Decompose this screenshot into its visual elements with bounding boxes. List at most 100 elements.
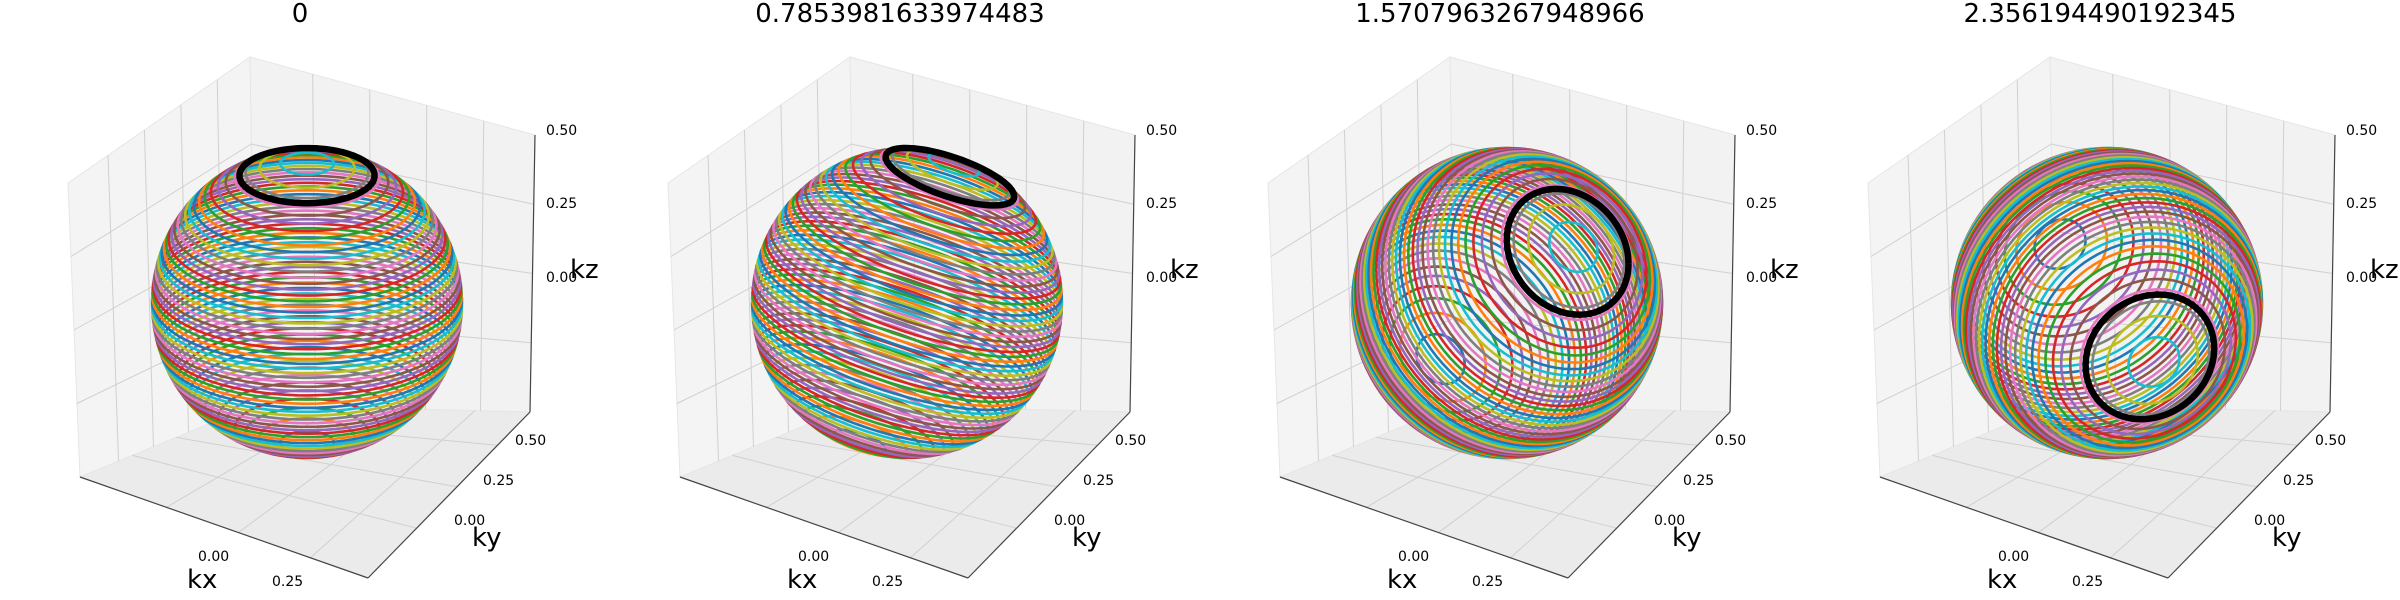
- sphere-circle: [768, 356, 977, 451]
- y-axis-label: ky: [1672, 523, 1702, 553]
- x-tick-label: 0.25: [872, 574, 903, 590]
- axis-line: [1279, 476, 1569, 579]
- axis-line: [1567, 411, 1731, 579]
- sphere-circle: [759, 233, 1057, 368]
- grid-line: [732, 454, 1017, 529]
- sphere-circle: [150, 236, 464, 366]
- x-axis-label: kx: [1387, 565, 1417, 595]
- sphere-circle: [1456, 160, 1654, 364]
- sphere-circle: [1489, 177, 1639, 332]
- chart-title: 0: [292, 0, 309, 29]
- sphere-circle: [1372, 153, 1653, 444]
- sphere-circle: [2068, 277, 2227, 431]
- sphere-circle: [258, 147, 356, 189]
- sphere-circle: [278, 151, 336, 176]
- sphere-circle: [751, 267, 1042, 400]
- z-tick-label: 0.50: [2346, 123, 2377, 139]
- z-tick-label: 0.00: [1146, 270, 1177, 286]
- highlight-circle: [882, 144, 1018, 209]
- sphere-circle: [795, 179, 1062, 300]
- sphere-circle: [1526, 203, 1616, 295]
- x-tick-label: 0.00: [198, 549, 229, 565]
- axes: [1879, 134, 2336, 579]
- sphere-circle: [859, 149, 1033, 228]
- z-tick-label: 0.50: [546, 123, 577, 139]
- sphere-circle: [2059, 268, 2233, 436]
- sphere-circles: [750, 146, 1064, 460]
- sphere-circle: [2127, 335, 2181, 388]
- z-tick-label: 0.25: [546, 196, 577, 212]
- chart-4: 2.356194490192345 0.00 0.25 0.50 0.00 0.25 0.5…: [1867, 0, 2399, 595]
- y-tick-label: 0.00: [1654, 513, 1685, 529]
- y-axis-label: ky: [2272, 523, 2302, 553]
- panel-4: 2.356194490192345 0.00 0.25 0.50 0.00 0.25 0.5…: [1800, 0, 2400, 600]
- y-tick-label: 0.25: [2283, 473, 2314, 489]
- y-tick-label: 0.25: [1683, 473, 1714, 489]
- sphere-circle: [780, 194, 1064, 323]
- sphere-circle: [751, 262, 1045, 395]
- grid-line: [1376, 436, 1658, 488]
- z-tick-label: 0.25: [1746, 196, 1777, 212]
- sphere-circle: [752, 257, 1047, 391]
- sphere-circle: [762, 224, 1060, 359]
- sphere-circle: [830, 157, 1049, 257]
- sphere-circles: [1350, 146, 1664, 460]
- sphere-circle: [777, 198, 1064, 328]
- y-tick-label: 0.00: [1054, 513, 1085, 529]
- axis-line: [529, 134, 536, 413]
- sphere-circle: [765, 349, 984, 449]
- chart-1: 0 0.00 0.25 0.50 0.00 0.25 0.50 0.00 0.25 kx ky kz: [67, 0, 599, 595]
- axis-line: [1729, 134, 1736, 413]
- highlight-circle: [236, 144, 378, 207]
- z-tick-label: 0.50: [1146, 123, 1177, 139]
- sphere-circle: [758, 330, 1001, 440]
- sphere-circle: [751, 300, 1023, 423]
- panel-3: 1.5707963267948966 0.00 0.25 0.50 0.00 0.25 0.…: [1200, 0, 1800, 600]
- y-tick-label: 0.00: [454, 513, 485, 529]
- x-tick-label: 0.00: [798, 549, 829, 565]
- x-tick-label: 0.00: [1398, 549, 1429, 565]
- sphere-circle: [2105, 314, 2200, 406]
- sphere-circle: [1415, 332, 1466, 386]
- z-tick-label: 0.00: [546, 270, 577, 286]
- sphere-circle: [1547, 220, 1599, 274]
- x-axis-label: kx: [187, 565, 217, 595]
- z-axis-label: kz: [1170, 255, 1199, 285]
- axis-line: [2167, 411, 2331, 579]
- sphere-circle: [844, 152, 1042, 243]
- y-tick-label: 0.50: [515, 433, 546, 449]
- z-tick-label: 0.25: [1146, 196, 1177, 212]
- sphere-circle: [1480, 172, 1644, 341]
- grid-line: [1870, 143, 2052, 257]
- sphere-circle: [1464, 163, 1652, 357]
- x-axis-label: kx: [787, 565, 817, 595]
- sphere-circle: [813, 166, 1056, 276]
- sphere-circle: [750, 278, 1037, 408]
- y-tick-label: 0.50: [1715, 433, 1746, 449]
- z-tick-label: 0.25: [2346, 196, 2377, 212]
- axes: [1279, 134, 1736, 579]
- sphere-circle: [1512, 192, 1626, 310]
- grid-line: [2110, 410, 2276, 559]
- z-tick-label: 0.00: [2346, 270, 2377, 286]
- sphere-circle: [750, 283, 1034, 412]
- sphere-circle: [767, 215, 1062, 349]
- sphere-circle: [2091, 299, 2211, 416]
- grid-line: [910, 410, 1076, 559]
- sphere-circle: [154, 270, 460, 397]
- sphere-circle: [2019, 226, 2254, 454]
- sphere-circle: [216, 149, 398, 225]
- axis-line: [967, 411, 1131, 579]
- sphere-circle: [750, 289, 1030, 416]
- sphere-circle: [760, 336, 995, 443]
- sphere-circle: [160, 192, 454, 314]
- grid-line: [70, 143, 252, 257]
- y-tick-label: 0.25: [483, 473, 514, 489]
- sphere-circle: [769, 211, 1063, 344]
- y-tick-label: 0.50: [2315, 433, 2346, 449]
- x-tick-label: 0.00: [1998, 549, 2029, 565]
- grid-line: [1332, 454, 1617, 529]
- grid-line: [132, 454, 417, 529]
- sphere-circle: [2044, 252, 2242, 444]
